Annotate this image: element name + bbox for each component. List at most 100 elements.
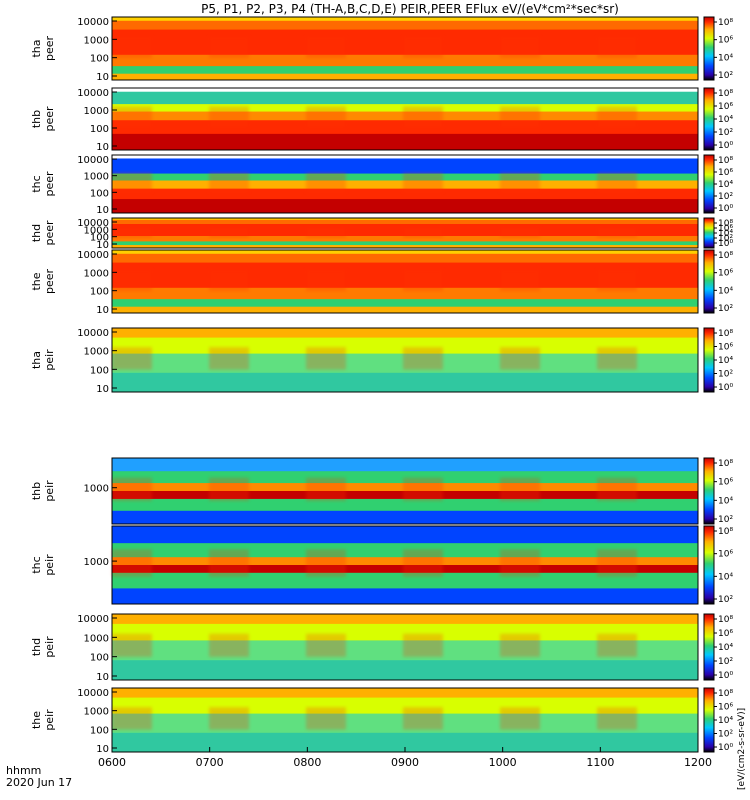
colorbar-tick-label: 10⁴	[718, 716, 733, 726]
y-tick-label: 10	[96, 72, 109, 83]
panel-frame	[111, 525, 699, 605]
panel-tha_peir: 10000 1000 100 10 tha peir 10⁸ 10⁶ 10⁴ 10² 10⁰	[30, 327, 733, 395]
y-tick-label: 1000	[84, 35, 109, 46]
y-tick-label: 1000	[84, 557, 109, 568]
spectrogram-texture	[403, 477, 443, 501]
spectrogram-band	[112, 614, 698, 625]
colorbar-tick-label: 10⁸	[718, 459, 733, 469]
spectrogram-texture	[112, 106, 152, 129]
y-tick-label: 10000	[77, 250, 109, 261]
spectrogram-band	[112, 697, 698, 715]
spectrogram-band	[112, 88, 698, 93]
panel-frame	[111, 217, 699, 249]
colorbar-tick-label: 10²	[718, 192, 733, 202]
spectrogram-band	[112, 20, 698, 31]
panel-frame	[111, 87, 699, 151]
spectrogram-texture	[209, 347, 249, 370]
panel-frame	[111, 154, 699, 214]
panel-name-probe: thd	[30, 638, 43, 656]
colorbar-tick-label: 10⁸	[718, 615, 733, 625]
spectrogram-texture	[500, 227, 540, 238]
spectrogram-band	[112, 328, 698, 339]
spectrogram-texture	[112, 172, 152, 193]
spectrogram-texture	[597, 268, 637, 291]
colorbar-tick-label: 10⁶	[718, 224, 733, 234]
panel-frame	[111, 16, 699, 81]
y-tick-label: 10	[96, 205, 109, 216]
spectrogram-band	[112, 250, 698, 255]
spectrogram-texture	[500, 347, 540, 370]
colorbar-tick-label: 10⁴	[718, 572, 733, 582]
colorbar-tick-label: 10⁸	[718, 329, 733, 339]
y-tick-label: 10000	[77, 88, 109, 99]
colorbar-tick-label: 10⁴	[718, 643, 733, 653]
y-tick-label: 1000	[84, 106, 109, 117]
colorbar	[703, 327, 715, 393]
colorbar	[703, 154, 715, 214]
spectrogram-texture	[500, 172, 540, 193]
spectrogram-texture	[306, 172, 346, 193]
time-axis-label-hhmm: hhmm	[6, 764, 41, 777]
spectrogram-texture	[403, 549, 443, 577]
y-tick-label: 10000	[77, 614, 109, 625]
colorbar-tick-label: 10⁴	[718, 229, 733, 239]
time-axis: 0600 0700 0800 0900 1000 1100 1200	[98, 747, 712, 769]
spectrogram-band	[112, 372, 698, 393]
spectrogram-band	[112, 498, 698, 512]
x-tick-label: 0800	[293, 756, 321, 769]
colorbar-tick-label: 10⁶	[718, 343, 733, 353]
y-tick-label: 1000	[84, 225, 109, 236]
panel-name-probe: thb	[30, 110, 43, 128]
colorbar-tick-label: 10²	[718, 234, 733, 244]
spectrogram-band	[112, 510, 698, 525]
colorbar	[703, 457, 715, 525]
spectrogram-texture	[112, 707, 152, 730]
spectrogram-band	[112, 219, 698, 225]
panel-name-probe: the	[30, 711, 43, 729]
spectrogram-band	[112, 66, 698, 75]
panel-name-probe: thd	[30, 224, 43, 242]
colorbar-tick-label: 10⁶	[718, 168, 733, 178]
spectrogram-texture	[209, 477, 249, 501]
y-tick-label: 100	[90, 124, 109, 135]
colorbar	[703, 525, 715, 605]
spectrogram-texture	[209, 707, 249, 730]
colorbar	[703, 217, 715, 249]
colorbar-tick-label: 10⁶	[718, 36, 733, 46]
y-tick-label: 100	[90, 653, 109, 664]
spectrogram-band	[112, 158, 698, 175]
spectrogram-band	[112, 526, 698, 544]
y-tick-label: 10000	[77, 218, 109, 229]
spectrogram-texture	[403, 347, 443, 370]
spectrogram-texture	[500, 707, 540, 730]
spectrogram-texture	[403, 633, 443, 657]
y-tick-label: 100	[90, 233, 109, 244]
panel-name-probe: thc	[30, 175, 43, 192]
panel-thb_peir: 1000 thb peir 10⁸ 10⁶ 10⁴ 10²	[30, 457, 733, 525]
spectrogram-texture	[209, 35, 249, 58]
colorbar-tick-label: 10⁶	[718, 102, 733, 112]
colorbar-tick-label: 10²	[718, 71, 733, 81]
colorbar-tick-label: 10⁰	[718, 671, 733, 681]
spectrogram-texture	[597, 35, 637, 58]
panel-name-probe: thb	[30, 482, 43, 500]
colorbar-tick-label: 10⁴	[718, 53, 733, 63]
colorbar-tick-label: 10⁸	[718, 251, 733, 261]
figure-title: P5, P1, P2, P3, P4 (TH-A,B,C,D,E) PEIR,P…	[201, 2, 619, 16]
spectrogram-texture	[403, 227, 443, 238]
spectrogram-texture	[112, 227, 152, 238]
panel-name-product: peir	[43, 709, 56, 731]
spectrogram-band	[112, 155, 698, 159]
y-tick-label: 1000	[84, 347, 109, 358]
colorbar-tick-label: 10²	[718, 515, 733, 525]
panel-frame	[111, 327, 699, 393]
spectrogram-band	[112, 299, 698, 308]
spectrogram-band	[112, 660, 698, 681]
panel-frame	[111, 613, 699, 681]
colorbar-tick-label: 10⁸	[718, 89, 733, 99]
spectrogram-texture	[209, 268, 249, 291]
spectrogram-texture	[306, 707, 346, 730]
x-tick-label: 1200	[684, 756, 712, 769]
y-tick-label: 10000	[77, 688, 109, 699]
colorbar	[703, 249, 715, 314]
